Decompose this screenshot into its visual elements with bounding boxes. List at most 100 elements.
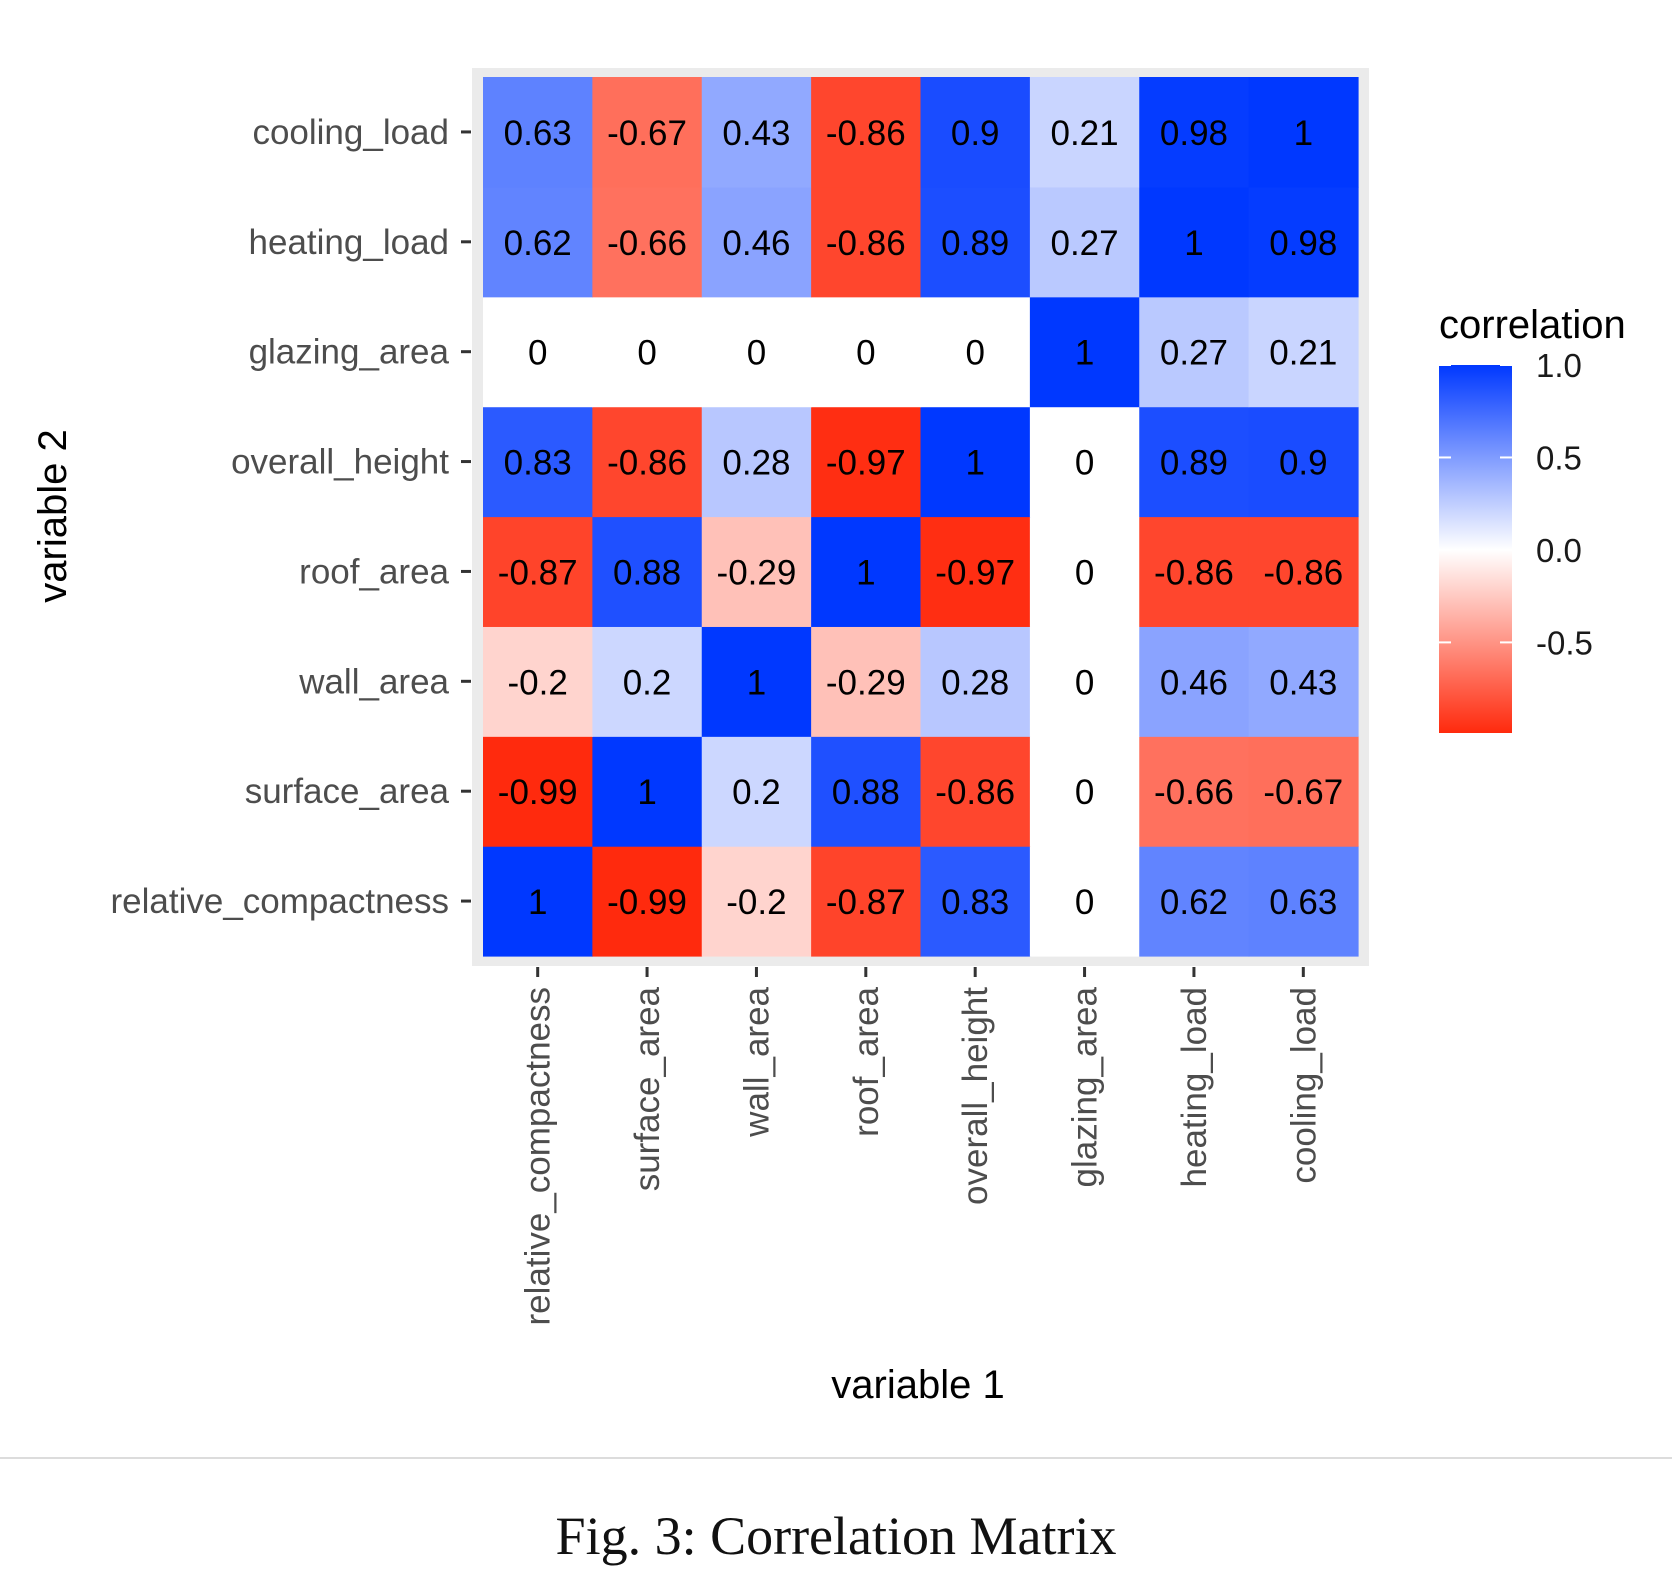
heatmap-cell <box>592 626 703 737</box>
cell-value-label: 0.21 <box>1269 334 1337 373</box>
cell-value-label: 1 <box>856 553 875 592</box>
heatmap-cell <box>811 626 922 737</box>
heatmap-cell <box>592 736 703 847</box>
heatmap-cell <box>1029 846 1140 957</box>
heatmap-cell <box>701 626 812 737</box>
cell-value-label: 0.21 <box>1050 114 1118 153</box>
heatmap-cell <box>920 406 1031 518</box>
cell-value-label: -0.87 <box>498 553 578 592</box>
heatmap-cell <box>1248 626 1359 737</box>
heatmap-cell <box>920 516 1031 627</box>
cell-value-label: 0.88 <box>832 773 900 812</box>
cell-value-label: 0.43 <box>1269 663 1337 702</box>
cell-value-label: 0.9 <box>951 114 1000 153</box>
x-axis: relative_compactness surface_area wall_are… <box>519 967 1323 1326</box>
cell-value-label: 1 <box>1184 224 1203 263</box>
heatmap-cell <box>701 296 812 408</box>
caption-divider <box>0 1457 1672 1459</box>
cell-value-label: 0.28 <box>941 663 1009 702</box>
heatmap-cell <box>592 516 703 627</box>
heatmap-cell <box>811 516 922 627</box>
cell-value-label: -0.2 <box>508 663 568 702</box>
cell-value-label: 0.89 <box>1160 444 1228 483</box>
heatmap-cell <box>1139 186 1250 298</box>
x-axis-tick-label: wall_area <box>737 986 776 1137</box>
cell-value-label: 0.62 <box>504 224 572 263</box>
x-axis-tick-label: cooling_load <box>1284 987 1323 1184</box>
cell-value-label: 0.2 <box>732 773 781 812</box>
cell-value-label: 0 <box>1075 773 1094 812</box>
cell-value-label: -0.87 <box>826 883 906 922</box>
heatmap-cell <box>1029 626 1140 737</box>
heatmap-cell <box>920 846 1031 957</box>
color-legend: correlation 1.0 0.5 0.0 -0.5 <box>1439 303 1626 733</box>
cell-value-label: 0 <box>1075 883 1094 922</box>
cell-value-label: 0.62 <box>1160 883 1228 922</box>
x-axis-tick-label: glazing_area <box>1066 986 1105 1187</box>
heatmap-cell <box>1248 296 1359 408</box>
x-axis-tick-label: surface_area <box>628 986 667 1191</box>
heatmap-cells <box>483 77 1359 957</box>
y-axis-tick-label: surface_area <box>245 772 450 811</box>
cell-value-label: 1 <box>1294 114 1313 153</box>
heatmap-cell <box>1029 296 1140 408</box>
y-axis-title: variable 2 <box>31 429 75 602</box>
heatmap-cell-labels: 1 -0.99 -0.2 -0.87 0.83 0 0.62 0.63 -0.99 1 0.2 0.8… <box>498 114 1343 922</box>
heatmap-cell <box>701 406 812 518</box>
y-axis: relative_compactness surface_area wall_are… <box>111 113 471 921</box>
cell-value-label: 0 <box>965 334 984 373</box>
heatmap-cell <box>920 186 1031 298</box>
cell-value-label: 0.46 <box>722 224 790 263</box>
x-axis-tick-label: relative_compactness <box>519 987 558 1326</box>
heatmap-cell <box>1248 186 1359 298</box>
heatmap-cell <box>701 77 812 188</box>
cell-value-label: 0 <box>1075 444 1094 483</box>
cell-value-label: 0.98 <box>1160 114 1228 153</box>
heatmap-cell <box>701 846 812 957</box>
heatmap-cell <box>1029 406 1140 518</box>
heatmap-cell <box>1248 516 1359 627</box>
heatmap-cell <box>483 736 593 847</box>
heatmap-cell <box>1139 516 1250 627</box>
heatmap-cell <box>1139 736 1250 847</box>
correlation-heatmap-chart: 1 -0.99 -0.2 -0.87 0.83 0 0.62 0.63 -0.99 1 0.2 0.8… <box>31 68 1626 1407</box>
heatmap-cell <box>920 626 1031 737</box>
heatmap-cell <box>1248 846 1359 957</box>
cell-value-label: 0.63 <box>504 114 572 153</box>
heatmap-cell <box>811 296 922 408</box>
x-axis-title: variable 1 <box>831 1363 1004 1407</box>
y-axis-tick-label: wall_area <box>298 662 449 701</box>
y-axis-tick-label: relative_compactness <box>111 882 450 921</box>
cell-value-label: 0 <box>1075 663 1094 702</box>
cell-value-label: -0.67 <box>1263 773 1343 812</box>
cell-value-label: -0.66 <box>607 224 687 263</box>
cell-value-label: 0.89 <box>941 224 1009 263</box>
heatmap-cell <box>1248 736 1359 847</box>
heatmap-cell <box>1139 626 1250 737</box>
cell-value-label: -0.97 <box>935 553 1015 592</box>
legend-colorbar <box>1439 365 1512 733</box>
y-axis-tick-label: cooling_load <box>252 113 449 152</box>
heatmap-cell <box>920 736 1031 847</box>
heatmap-cell <box>1029 186 1140 298</box>
heatmap-cell <box>483 186 593 298</box>
heatmap-cell <box>483 77 593 188</box>
heatmap-cell <box>1248 77 1359 188</box>
cell-value-label: -0.2 <box>726 883 786 922</box>
cell-value-label: -0.29 <box>717 553 797 592</box>
heatmap-cell <box>592 846 703 957</box>
cell-value-label: -0.86 <box>826 224 906 263</box>
legend-title: correlation <box>1439 303 1626 347</box>
heatmap-cell <box>811 736 922 847</box>
cell-value-label: 0.27 <box>1160 334 1228 373</box>
heatmap-cell <box>811 186 922 298</box>
x-axis-tick-label: heating_load <box>1175 987 1214 1187</box>
heatmap-cell <box>1029 516 1140 627</box>
cell-value-label: 0.43 <box>722 114 790 153</box>
cell-value-label: 0.28 <box>722 444 790 483</box>
cell-value-label: 1 <box>637 773 656 812</box>
cell-value-label: -0.86 <box>935 773 1015 812</box>
cell-value-label: -0.86 <box>826 114 906 153</box>
cell-value-label: 0 <box>528 334 547 373</box>
x-axis-tick-label: roof_area <box>847 986 886 1136</box>
